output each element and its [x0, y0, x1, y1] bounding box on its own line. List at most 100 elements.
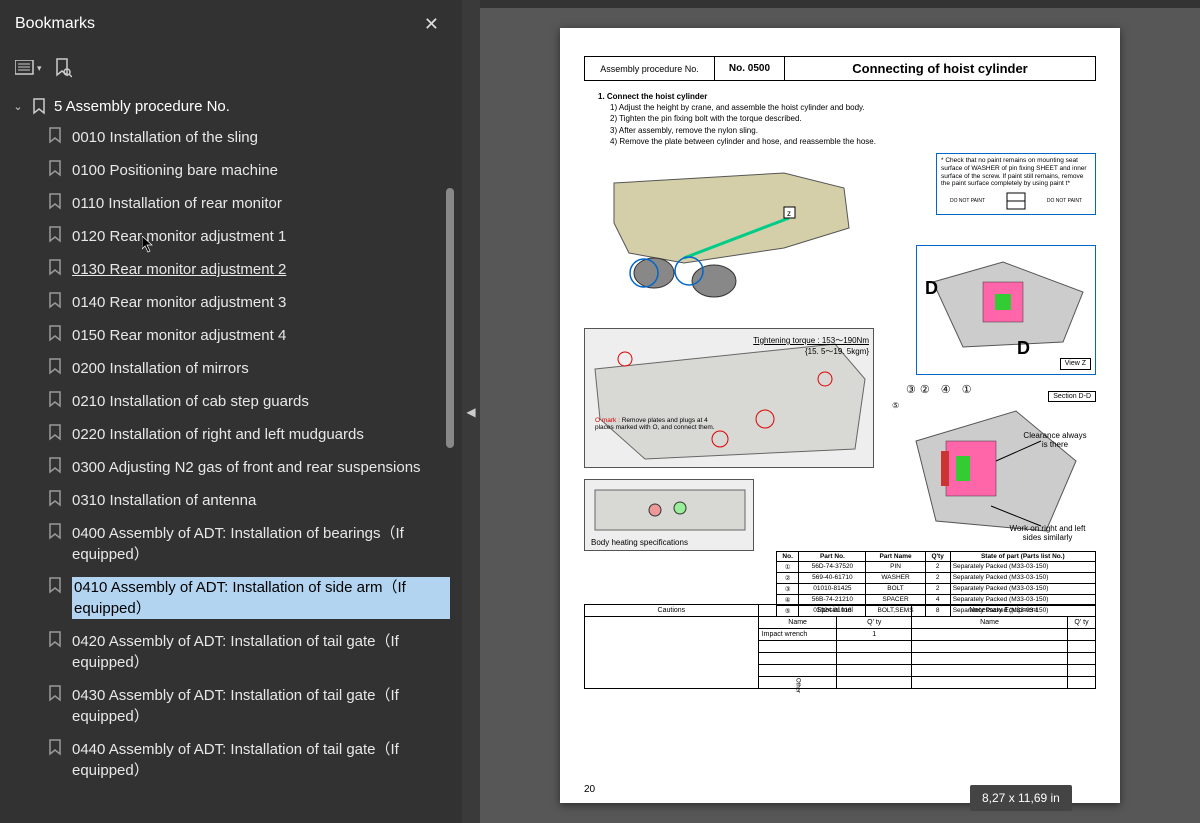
bookmarks-title: Bookmarks	[15, 15, 95, 33]
step-heading: 1. Connect the hoist cylinder	[598, 91, 1092, 102]
bookmark-label: 0220 Installation of right and left mudg…	[72, 424, 450, 445]
bookmark-item[interactable]: 0420 Assembly of ADT: Installation of ta…	[0, 625, 462, 679]
figure-chassis: Tightening torque : 153～190Nm {15. 5～19.…	[584, 328, 874, 468]
bookmark-item[interactable]: 0130 Rear monitor adjustment 2	[0, 253, 462, 286]
bookmark-icon	[48, 259, 62, 276]
bookmark-item[interactable]: 0150 Rear monitor adjustment 4	[0, 319, 462, 352]
bookmark-item[interactable]: 0430 Assembly of ADT: Installation of ta…	[0, 679, 462, 733]
bookmark-item[interactable]: 0400 Assembly of ADT: Installation of be…	[0, 517, 462, 571]
close-icon[interactable]: ✕	[416, 10, 447, 39]
bookmark-item[interactable]: 0010 Installation of the sling	[0, 121, 462, 154]
no-paint-label: DO NOT PAINT	[1047, 198, 1082, 204]
collapse-handle[interactable]: ◀	[462, 0, 480, 823]
bookmark-label: 0200 Installation of mirrors	[72, 358, 450, 379]
step-line: 2) Tighten the pin fixing bolt with the …	[598, 113, 1092, 124]
bookmark-item[interactable]: 0110 Installation of rear monitor	[0, 187, 462, 220]
bookmark-label: 0100 Positioning bare machine	[72, 160, 450, 181]
page-number: 20	[584, 784, 595, 795]
proc-label: Assembly procedure No.	[585, 57, 715, 80]
view-z-label: View Z	[1060, 358, 1091, 370]
paint-note-text: * Check that no paint remains on mountin…	[941, 157, 1091, 188]
bookmark-icon	[48, 292, 62, 309]
bookmark-item[interactable]: 0200 Installation of mirrors	[0, 352, 462, 385]
callout-5: ⑤	[892, 401, 899, 410]
find-bookmark-icon[interactable]	[54, 58, 72, 78]
torque-label: Tightening torque : 153～190Nm {15. 5～19.…	[753, 335, 869, 357]
bottom-tables: Cautions Special tool Necessary Equipmen…	[584, 589, 1096, 689]
bookmarks-panel: Bookmarks ✕ ▾ ⌄ 5 Assembly procedure No.…	[0, 0, 462, 823]
bookmark-item[interactable]: 0210 Installation of cab step guards	[0, 385, 462, 418]
bookmark-label: 0210 Installation of cab step guards	[72, 391, 450, 412]
bookmark-icon	[48, 325, 62, 342]
bookmark-item[interactable]: 0120 Rear monitor adjustment 1	[0, 220, 462, 253]
work-both-note: Work on right and left sides similarly	[1005, 524, 1090, 542]
page-container[interactable]: Assembly procedure No. No. 0500 Connecti…	[480, 8, 1200, 823]
bookmark-icon	[48, 127, 62, 144]
bookmark-item[interactable]: 0100 Positioning bare machine	[0, 154, 462, 187]
bookmark-section[interactable]: ⌄ 5 Assembly procedure No.	[0, 92, 462, 121]
chevron-down-icon[interactable]: ⌄	[12, 100, 24, 113]
bookmark-item[interactable]: 0220 Installation of right and left mudg…	[0, 418, 462, 451]
bookmark-item[interactable]: 0310 Installation of antenna	[0, 484, 462, 517]
section-dd-label: Section D-D	[1048, 391, 1096, 402]
bookmark-icon	[48, 631, 62, 648]
bookmarks-tree[interactable]: ⌄ 5 Assembly procedure No. 0010 Installa…	[0, 88, 462, 823]
bookmark-item[interactable]: 0410 Assembly of ADT: Installation of si…	[0, 571, 462, 625]
proc-title: Connecting of hoist cylinder	[785, 57, 1095, 80]
footer-table: Cautions Special tool Necessary Equipmen…	[584, 604, 1096, 689]
bookmark-icon	[48, 577, 62, 594]
bookmark-item[interactable]: 0300 Adjusting N2 gas of front and rear …	[0, 451, 462, 484]
procedure-header: Assembly procedure No. No. 0500 Connecti…	[584, 56, 1096, 81]
bookmark-icon	[48, 358, 62, 375]
document-area: Assembly procedure No. No. 0500 Connecti…	[480, 0, 1200, 823]
svg-text:z: z	[787, 209, 791, 218]
bookmark-label: 0420 Assembly of ADT: Installation of ta…	[72, 631, 450, 673]
bookmark-label: 0010 Installation of the sling	[72, 127, 450, 148]
bookmark-icon	[48, 160, 62, 177]
figure-section-dd: ③② ④ ① ⑤ Section D-D Clearance always is…	[896, 383, 1096, 548]
figure-view-z: D D View Z	[916, 245, 1096, 375]
bookmark-label: 0410 Assembly of ADT: Installation of si…	[72, 577, 450, 619]
procedure-steps: 1. Connect the hoist cylinder 1) Adjust …	[584, 89, 1096, 153]
letter-d: D	[1017, 338, 1030, 360]
special-tool-header: Special tool	[758, 604, 911, 616]
letter-d: D	[925, 278, 938, 300]
paint-note: * Check that no paint remains on mountin…	[936, 153, 1096, 215]
bookmark-label: 0310 Installation of antenna	[72, 490, 450, 511]
bookmark-icon	[48, 739, 62, 756]
bookmark-icon	[48, 391, 62, 408]
bookmark-label: 0430 Assembly of ADT: Installation of ta…	[72, 685, 450, 727]
callout-numbers: ③② ④ ①	[906, 383, 976, 396]
bookmark-label: 0130 Rear monitor adjustment 2	[72, 259, 450, 280]
bookmark-item[interactable]: 0140 Rear monitor adjustment 3	[0, 286, 462, 319]
options-icon[interactable]: ▾	[15, 60, 42, 76]
top-strip	[480, 0, 1200, 8]
bookmark-label: 0140 Rear monitor adjustment 3	[72, 292, 450, 313]
bookmark-icon	[48, 424, 62, 441]
bookmark-item[interactable]: 0440 Assembly of ADT: Installation of ta…	[0, 733, 462, 787]
bookmark-icon	[48, 490, 62, 507]
clearance-note: Clearance always is there	[1020, 431, 1090, 449]
bookmarks-header: Bookmarks ✕	[0, 0, 462, 48]
bookmark-icon	[48, 193, 62, 210]
cautions-header: Cautions	[585, 604, 759, 616]
bookmark-label: 0120 Rear monitor adjustment 1	[72, 226, 450, 247]
bookmark-icon	[48, 685, 62, 702]
bookmark-label: 0110 Installation of rear monitor	[72, 193, 450, 214]
section-label: 5 Assembly procedure No.	[54, 98, 230, 115]
step-line: 4) Remove the plate between cylinder and…	[598, 136, 1092, 147]
washer-icon	[1003, 191, 1029, 211]
bookmarks-toolbar: ▾	[0, 48, 462, 88]
page-dimensions-badge: 8,27 x 11,69 in	[970, 785, 1072, 811]
proc-number: No. 0500	[715, 57, 785, 80]
bookmark-icon	[32, 98, 46, 115]
bookmark-label: 0150 Rear monitor adjustment 4	[72, 325, 450, 346]
bookmark-label: 0440 Assembly of ADT: Installation of ta…	[72, 739, 450, 781]
figure-truck: z	[584, 153, 874, 323]
step-line: 1) Adjust the height by crane, and assem…	[598, 102, 1092, 113]
figure-body-heating: Body heating specifications	[584, 479, 754, 551]
bookmark-label: 0300 Adjusting N2 gas of front and rear …	[72, 457, 450, 478]
bookmark-icon	[48, 226, 62, 243]
scrollbar-thumb[interactable]	[446, 188, 454, 448]
pdf-page: Assembly procedure No. No. 0500 Connecti…	[560, 28, 1120, 803]
